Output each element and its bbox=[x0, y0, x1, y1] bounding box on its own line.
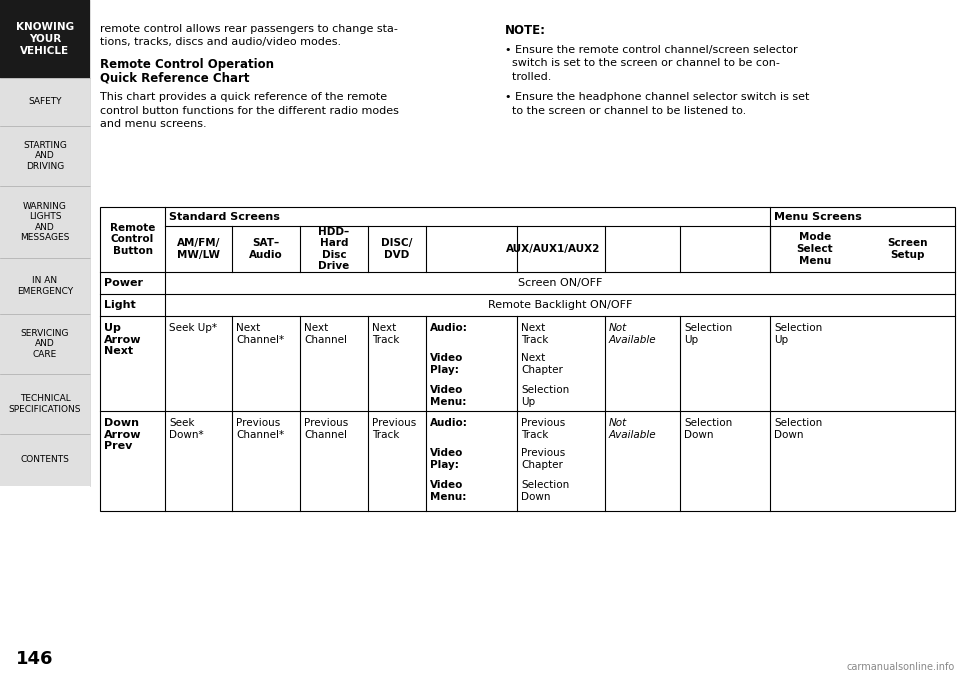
Bar bbox=[0, 258, 90, 314]
Text: Next
Channel: Next Channel bbox=[304, 323, 347, 344]
Text: AM/FM/
MW/LW: AM/FM/ MW/LW bbox=[177, 238, 220, 260]
Text: Quick Reference Chart: Quick Reference Chart bbox=[100, 71, 250, 85]
Text: STARTING
AND
DRIVING: STARTING AND DRIVING bbox=[23, 141, 67, 171]
Text: • Ensure the headphone channel selector switch is set: • Ensure the headphone channel selector … bbox=[505, 92, 809, 102]
Text: Next
Track: Next Track bbox=[521, 323, 548, 344]
Text: and menu screens.: and menu screens. bbox=[100, 119, 206, 129]
Text: Power: Power bbox=[104, 278, 143, 288]
Text: tions, tracks, discs and audio/video modes.: tions, tracks, discs and audio/video mod… bbox=[100, 37, 341, 47]
Text: Video
Menu:: Video Menu: bbox=[430, 480, 467, 502]
Text: control button functions for the different radio modes: control button functions for the differe… bbox=[100, 106, 398, 115]
Text: Standard Screens: Standard Screens bbox=[169, 212, 280, 222]
Text: • Ensure the remote control channel/screen selector: • Ensure the remote control channel/scre… bbox=[505, 45, 798, 54]
Text: Screen ON/OFF: Screen ON/OFF bbox=[517, 278, 602, 288]
Bar bbox=[0, 374, 90, 434]
Text: Selection
Up: Selection Up bbox=[774, 323, 823, 344]
Text: trolled.: trolled. bbox=[505, 71, 551, 81]
Text: Seek
Down*: Seek Down* bbox=[169, 418, 204, 439]
Text: Not
Available: Not Available bbox=[609, 418, 657, 439]
Text: Audio:: Audio: bbox=[430, 418, 468, 428]
Text: DISC/
DVD: DISC/ DVD bbox=[381, 238, 413, 260]
Text: to the screen or channel to be listened to.: to the screen or channel to be listened … bbox=[505, 106, 746, 115]
Bar bbox=[0, 126, 90, 186]
Text: Next
Channel*: Next Channel* bbox=[236, 323, 284, 344]
Text: SERVICING
AND
CARE: SERVICING AND CARE bbox=[21, 329, 69, 359]
Text: Video
Play:: Video Play: bbox=[430, 448, 464, 470]
Text: WARNING
LIGHTS
AND
MESSAGES: WARNING LIGHTS AND MESSAGES bbox=[20, 202, 70, 242]
Text: CONTENTS: CONTENTS bbox=[20, 456, 69, 464]
Bar bbox=[0, 78, 90, 126]
Bar bbox=[0, 314, 90, 374]
Text: Screen
Setup: Screen Setup bbox=[887, 238, 927, 260]
Text: Previous
Track: Previous Track bbox=[372, 418, 417, 439]
Text: Mode
Select
Menu: Mode Select Menu bbox=[797, 233, 833, 266]
Text: This chart provides a quick reference of the remote: This chart provides a quick reference of… bbox=[100, 92, 387, 102]
Text: remote control allows rear passengers to change sta-: remote control allows rear passengers to… bbox=[100, 24, 397, 34]
Text: Menu Screens: Menu Screens bbox=[774, 212, 862, 222]
Text: HDD–
Hard
Disc
Drive: HDD– Hard Disc Drive bbox=[319, 226, 349, 271]
Text: Next
Chapter: Next Chapter bbox=[521, 353, 563, 375]
Text: Remote
Control
Button: Remote Control Button bbox=[109, 223, 156, 256]
Text: Up
Arrow
Next: Up Arrow Next bbox=[104, 323, 141, 356]
Text: Video
Play:: Video Play: bbox=[430, 353, 464, 375]
Text: carmanualsonline.info: carmanualsonline.info bbox=[847, 662, 955, 672]
Text: Down
Arrow
Prev: Down Arrow Prev bbox=[104, 418, 141, 451]
Bar bbox=[0, 186, 90, 258]
Text: Previous
Channel*: Previous Channel* bbox=[236, 418, 284, 439]
Text: Next
Track: Next Track bbox=[372, 323, 399, 344]
Text: SAFETY: SAFETY bbox=[28, 98, 61, 106]
Text: Selection
Up: Selection Up bbox=[521, 385, 569, 407]
Bar bbox=[0, 434, 90, 486]
Text: Selection
Down: Selection Down bbox=[684, 418, 732, 439]
Text: Previous
Channel: Previous Channel bbox=[304, 418, 348, 439]
Text: Previous
Chapter: Previous Chapter bbox=[521, 448, 565, 470]
Text: Selection
Up: Selection Up bbox=[684, 323, 732, 344]
Text: SAT–
Audio: SAT– Audio bbox=[250, 238, 283, 260]
Text: Seek Up*: Seek Up* bbox=[169, 323, 217, 333]
Text: Video
Menu:: Video Menu: bbox=[430, 385, 467, 407]
Text: Remote Control Operation: Remote Control Operation bbox=[100, 58, 274, 71]
Text: IN AN
EMERGENCY: IN AN EMERGENCY bbox=[17, 277, 73, 296]
Text: Remote Backlight ON/OFF: Remote Backlight ON/OFF bbox=[488, 300, 633, 310]
Text: 146: 146 bbox=[16, 650, 54, 668]
Text: TECHNICAL
SPECIFICATIONS: TECHNICAL SPECIFICATIONS bbox=[9, 395, 82, 414]
Text: Audio:: Audio: bbox=[430, 323, 468, 333]
Text: Selection
Down: Selection Down bbox=[774, 418, 823, 439]
Text: Selection
Down: Selection Down bbox=[521, 480, 569, 502]
Text: switch is set to the screen or channel to be con-: switch is set to the screen or channel t… bbox=[505, 58, 780, 68]
Bar bbox=[0, 0, 90, 78]
Bar bbox=[100, 207, 955, 511]
Text: Light: Light bbox=[104, 300, 135, 310]
Bar bbox=[0, 486, 90, 678]
Text: KNOWING
YOUR
VEHICLE: KNOWING YOUR VEHICLE bbox=[16, 22, 74, 56]
Text: NOTE:: NOTE: bbox=[505, 24, 546, 37]
Text: AUX/AUX1/AUX2: AUX/AUX1/AUX2 bbox=[506, 244, 600, 254]
Text: Previous
Track: Previous Track bbox=[521, 418, 565, 439]
Text: Not
Available: Not Available bbox=[609, 323, 657, 344]
